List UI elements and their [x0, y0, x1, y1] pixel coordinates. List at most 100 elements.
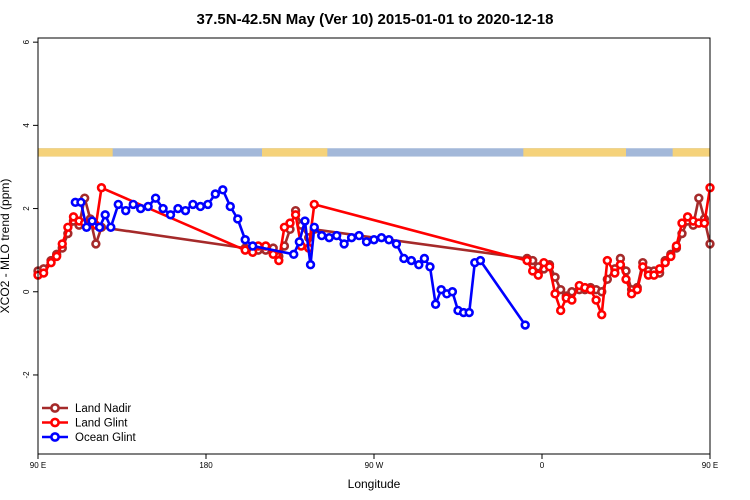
- data-point-land-nadir: [694, 193, 704, 203]
- data-point-land-glint: [57, 239, 67, 249]
- series-layer: [33, 183, 715, 330]
- y-axis-label: XCO2 - MLO trend (ppm): [0, 179, 12, 314]
- data-point-ocean-glint: [384, 235, 394, 245]
- data-point-land-glint: [290, 210, 301, 220]
- data-point-ocean-glint: [376, 232, 387, 243]
- data-point-ocean-glint: [188, 199, 198, 210]
- data-point-land-glint: [96, 183, 107, 193]
- data-point-ocean-glint: [121, 205, 131, 216]
- data-point-land-glint: [638, 262, 648, 272]
- legend: Land Nadir Land Glint Ocean Glint: [42, 403, 137, 444]
- legend-label: Ocean Glint: [75, 432, 137, 444]
- legend-item-land-glint: Land Glint: [42, 418, 128, 430]
- data-point-ocean-glint: [81, 222, 92, 232]
- data-point-ocean-glint: [430, 299, 441, 309]
- data-point-land-glint: [274, 255, 284, 266]
- data-point-land-glint: [666, 251, 676, 262]
- data-point-ocean-glint: [305, 260, 316, 270]
- data-point-land-glint: [51, 251, 62, 262]
- data-point-ocean-glint: [195, 201, 206, 212]
- data-point-ocean-glint: [203, 199, 213, 210]
- data-point-ocean-glint: [233, 214, 243, 224]
- data-point-ocean-glint: [369, 235, 379, 245]
- x-tick-label: 90 E: [30, 461, 46, 470]
- legend-swatch-marker: [50, 417, 60, 428]
- series-ocean-glint: [70, 185, 530, 330]
- data-point-land-nadir: [91, 239, 101, 249]
- data-point-land-glint: [585, 284, 596, 295]
- chart-title: 37.5N-42.5N May (Ver 10) 2015-01-01 to 2…: [197, 11, 554, 28]
- data-point-ocean-glint: [100, 210, 110, 220]
- data-point-ocean-glint: [294, 237, 305, 247]
- x-axis-ticks: 90 E 180 90 W 0 90 E: [30, 454, 718, 470]
- x-axis-label: Longitude: [348, 477, 401, 491]
- data-point-land-glint: [544, 262, 555, 272]
- data-point-ocean-glint: [300, 216, 310, 226]
- legend-swatch-marker: [50, 432, 60, 442]
- ocean-band: [38, 148, 710, 157]
- land-segment: [672, 148, 710, 157]
- land-ocean-band: [38, 148, 710, 157]
- legend-label: Land Nadir: [75, 403, 131, 415]
- y-tick-label: 4: [22, 123, 31, 128]
- y-axis-ticks: -2 0 2 4 6: [22, 39, 38, 379]
- data-point-ocean-glint: [173, 203, 183, 214]
- data-point-ocean-glint: [94, 222, 105, 232]
- data-point-ocean-glint: [406, 255, 417, 266]
- data-point-ocean-glint: [128, 199, 138, 210]
- y-tick-label: -2: [22, 371, 31, 379]
- land-segment: [38, 148, 113, 157]
- data-point-ocean-glint: [158, 203, 168, 214]
- legend-item-land-nadir: Land Nadir: [42, 403, 131, 415]
- land-segment: [262, 148, 328, 157]
- data-point-land-glint: [649, 270, 659, 280]
- data-point-ocean-glint: [135, 203, 146, 214]
- data-point-land-glint: [309, 199, 319, 210]
- data-point-land-glint: [285, 218, 295, 228]
- x-tick-label: 0: [540, 461, 545, 470]
- legend-item-ocean-glint: Ocean Glint: [42, 432, 137, 444]
- data-point-land-glint: [615, 260, 626, 270]
- data-point-land-glint: [671, 241, 682, 251]
- data-point-land-glint: [699, 218, 710, 228]
- data-point-land-glint: [621, 274, 631, 284]
- data-point-ocean-glint: [391, 239, 402, 249]
- data-point-ocean-glint: [76, 197, 86, 208]
- data-point-land-glint: [602, 255, 613, 266]
- data-point-land-glint: [533, 270, 543, 280]
- data-point-land-glint: [654, 264, 665, 274]
- x-tick-label: 180: [199, 461, 213, 470]
- data-point-ocean-glint: [150, 193, 161, 203]
- data-point-ocean-glint: [210, 189, 221, 199]
- data-point-land-glint: [240, 245, 250, 255]
- x-tick-label: 90 W: [365, 461, 384, 470]
- data-point-ocean-glint: [346, 232, 357, 243]
- data-point-land-glint: [610, 268, 620, 278]
- data-point-land-glint: [522, 255, 532, 266]
- data-point-land-glint: [38, 268, 49, 278]
- data-point-ocean-glint: [361, 237, 372, 247]
- data-point-land-glint: [677, 218, 687, 228]
- data-point-land-glint: [63, 222, 73, 232]
- land-segment: [523, 148, 626, 157]
- y-tick-label: 0: [22, 289, 31, 294]
- data-point-land-glint: [632, 284, 642, 295]
- data-point-land-glint: [591, 295, 601, 305]
- data-point-ocean-glint: [309, 222, 319, 232]
- data-point-ocean-glint: [87, 216, 97, 226]
- data-point-ocean-glint: [180, 205, 191, 216]
- data-point-ocean-glint: [240, 235, 250, 245]
- data-point-land-glint: [597, 309, 607, 320]
- data-point-ocean-glint: [225, 201, 235, 212]
- y-tick-label: 6: [22, 39, 31, 44]
- data-point-ocean-glint: [399, 253, 409, 264]
- data-point-ocean-glint: [464, 307, 474, 318]
- data-point-land-glint: [46, 257, 56, 268]
- data-point-ocean-glint: [106, 222, 116, 232]
- data-point-ocean-glint: [324, 232, 334, 243]
- data-point-ocean-glint: [317, 230, 327, 241]
- data-point-ocean-glint: [475, 255, 486, 266]
- x-tick-label: 90 E: [702, 461, 718, 470]
- data-point-ocean-glint: [289, 249, 299, 260]
